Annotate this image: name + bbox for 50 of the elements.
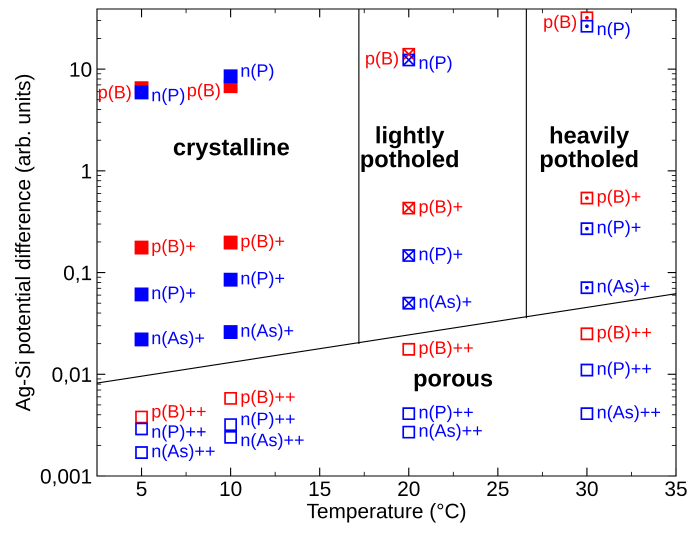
- annotation: n(P)+: [598, 220, 640, 238]
- annotation: p(B)+: [598, 190, 640, 206]
- annotation: p(B)+: [242, 234, 284, 252]
- y-tick-label: 10: [70, 62, 92, 77]
- annotation: n(As)+: [598, 279, 650, 296]
- annotation: p(B): [98, 85, 131, 102]
- x-tick-label: 25: [487, 481, 509, 496]
- x-tick-label: 10: [220, 481, 242, 496]
- annotation: porous: [414, 374, 492, 392]
- annotation: crystalline: [174, 138, 289, 160]
- annotation: n(P)++: [152, 424, 206, 442]
- annotation: p(B)++: [242, 390, 295, 407]
- y-tick-label: 0,01: [52, 367, 92, 384]
- annotation: n(P): [242, 64, 274, 81]
- annotation: n(As)++: [242, 433, 304, 450]
- annotation: n(P): [420, 56, 452, 73]
- annotation: n(P)+: [242, 271, 284, 288]
- y-axis-title: Ag-Si potential difference (arb. units): [15, 74, 34, 412]
- annotation: heavily potholed: [540, 126, 638, 172]
- x-tick-label: 15: [310, 482, 330, 496]
- x-axis-title: Temperature (°C): [306, 503, 466, 522]
- annotation: p(B)++: [420, 340, 473, 358]
- annotation: n(P)++: [598, 362, 651, 378]
- x-tick-label: 35: [665, 481, 687, 496]
- annotation: n(P): [152, 88, 184, 106]
- annotation: n(As)++: [152, 444, 215, 461]
- annotation: n(P)++: [420, 405, 473, 422]
- annotation: n(P)++: [242, 412, 295, 429]
- annotation: n(P): [598, 22, 630, 39]
- x-tick-label: 20: [398, 481, 420, 496]
- annotation: p(B): [188, 83, 220, 100]
- annotation: p(B): [544, 14, 576, 32]
- annotation: n(As)+: [152, 331, 204, 348]
- annotation: n(As)++: [420, 424, 482, 441]
- y-tick-label: 0,001: [40, 469, 92, 486]
- annotation: n(P)+: [420, 247, 462, 264]
- annotation: n(As)++: [598, 405, 660, 422]
- annotation: p(B)++: [152, 404, 206, 422]
- annotation: p(B): [366, 51, 398, 68]
- y-tick-label: 1: [82, 164, 92, 178]
- annotation: p(B)+: [420, 200, 462, 217]
- x-tick-label: 30: [576, 481, 598, 496]
- annotation: n(As)+: [420, 294, 472, 312]
- annotation: n(P)+: [152, 286, 196, 303]
- annotation: n(As)+: [242, 324, 294, 340]
- annotation: lightly potholed: [361, 126, 458, 172]
- y-tick-label: 0,1: [64, 266, 92, 283]
- x-tick-label: 5: [136, 482, 146, 496]
- annotation: p(B)+: [152, 239, 196, 256]
- annotation: p(B)++: [598, 325, 651, 342]
